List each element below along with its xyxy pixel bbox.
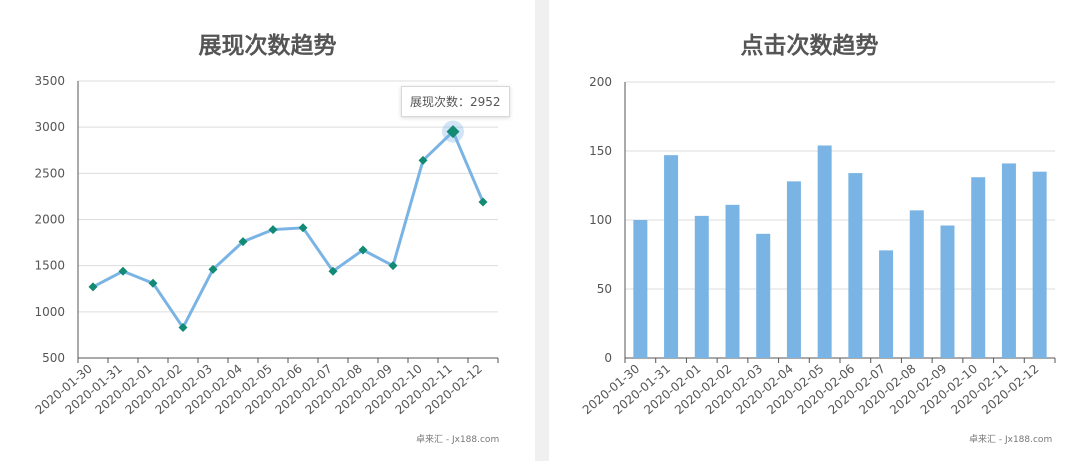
- click-bar[interactable]: [1032, 171, 1047, 358]
- y-tick-label: 1000: [34, 305, 65, 319]
- click-bar[interactable]: [694, 215, 709, 358]
- impressions-chart-title: 展现次数趋势: [198, 33, 337, 59]
- click-bar[interactable]: [786, 181, 801, 358]
- data-point-marker[interactable]: [118, 266, 128, 276]
- data-point-marker[interactable]: [238, 237, 248, 247]
- click-bar[interactable]: [848, 173, 863, 358]
- y-tick-label: 2500: [34, 166, 65, 180]
- y-tick-label: 3500: [34, 74, 65, 88]
- data-point-marker[interactable]: [388, 261, 398, 271]
- data-point-marker[interactable]: [178, 323, 188, 333]
- clicks-chart-title: 点击次数趋势: [740, 33, 879, 59]
- data-point-marker[interactable]: [418, 155, 428, 165]
- impressions-panel: 展现次数趋势 500 1000 1500 2000 2500 3000 3500 2020-0…: [32, 33, 510, 445]
- data-point-marker[interactable]: [208, 264, 218, 274]
- y-tick-label: 100: [589, 213, 612, 227]
- y-tick-label: 0: [604, 351, 612, 365]
- click-bar[interactable]: [940, 225, 955, 358]
- clicks-bar-chart: 0501001502002020-01-302020-01-312020-02-…: [580, 75, 1056, 417]
- click-bar[interactable]: [664, 155, 679, 358]
- panel-divider: [535, 0, 549, 461]
- click-bar[interactable]: [1001, 163, 1016, 358]
- clicks-panel: 点击次数趋势 0 50 100 150 200 2020-01-30 2020-01-31 2…: [549, 0, 1070, 461]
- impressions-line-chart: 5001000150020002500300035002020-01-30202…: [32, 74, 499, 417]
- impressions-tooltip: 展现次数：2952: [401, 86, 510, 117]
- credit-text: 卓来汇 - Jx188.com: [969, 435, 1053, 445]
- click-bar[interactable]: [756, 233, 771, 358]
- data-point-marker[interactable]: [148, 278, 158, 288]
- y-tick-label: 150: [589, 144, 612, 158]
- data-point-marker[interactable]: [358, 245, 368, 255]
- impressions-series-line: [92, 130, 485, 330]
- y-tick-label: 2000: [34, 213, 65, 227]
- data-point-marker[interactable]: [328, 266, 338, 276]
- y-tick-label: 50: [597, 282, 612, 296]
- click-bar[interactable]: [879, 250, 894, 358]
- click-bar[interactable]: [725, 204, 740, 358]
- y-tick-label: 1500: [34, 259, 65, 273]
- data-point-marker[interactable]: [478, 197, 488, 207]
- click-bar[interactable]: [633, 220, 648, 358]
- click-bar[interactable]: [817, 145, 832, 358]
- data-point-marker[interactable]: [446, 125, 460, 139]
- credit-text: 卓来汇 - Jx188.com: [416, 435, 500, 445]
- data-point-marker[interactable]: [298, 223, 308, 233]
- data-point-marker[interactable]: [88, 282, 98, 292]
- y-tick-label: 200: [589, 75, 612, 89]
- y-tick-label: 3000: [34, 120, 65, 134]
- click-bar[interactable]: [971, 177, 986, 358]
- data-point-marker[interactable]: [268, 225, 278, 235]
- click-bar[interactable]: [909, 210, 924, 358]
- y-tick-label: 500: [42, 351, 65, 365]
